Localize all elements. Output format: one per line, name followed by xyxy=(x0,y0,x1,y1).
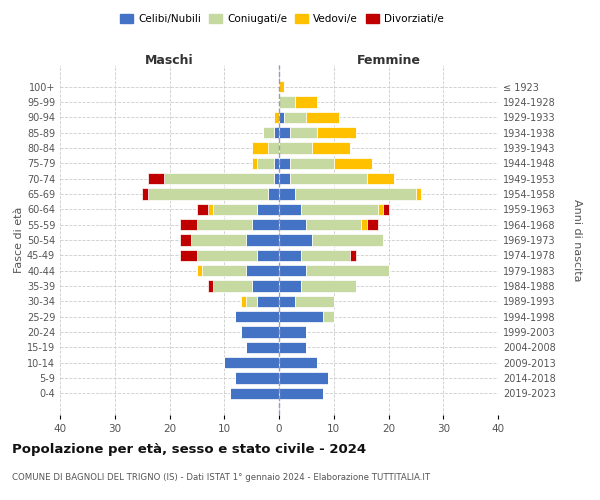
Bar xyxy=(279,357,317,368)
Bar xyxy=(142,188,148,200)
Bar xyxy=(251,142,268,154)
Bar xyxy=(361,219,367,230)
Bar xyxy=(181,250,197,261)
Bar xyxy=(377,204,383,215)
Bar xyxy=(241,296,246,307)
Bar xyxy=(279,219,307,230)
Bar xyxy=(279,234,312,246)
Bar xyxy=(334,158,372,169)
Bar xyxy=(350,250,356,261)
Bar xyxy=(279,296,295,307)
Bar xyxy=(214,280,251,292)
Bar xyxy=(164,173,274,184)
Bar xyxy=(268,188,279,200)
Bar xyxy=(208,280,214,292)
Bar xyxy=(224,357,279,368)
Text: COMUNE DI BAGNOLI DEL TRIGNO (IS) - Dati ISTAT 1° gennaio 2024 - Elaborazione TU: COMUNE DI BAGNOLI DEL TRIGNO (IS) - Dati… xyxy=(12,472,430,482)
Bar xyxy=(301,250,350,261)
Bar xyxy=(230,388,279,399)
Bar xyxy=(279,188,295,200)
Bar xyxy=(301,280,356,292)
Bar xyxy=(246,234,279,246)
Bar xyxy=(301,204,377,215)
Bar xyxy=(284,112,307,123)
Bar xyxy=(148,188,268,200)
Bar xyxy=(279,388,323,399)
Bar xyxy=(279,280,301,292)
Bar xyxy=(279,142,312,154)
Bar xyxy=(251,219,279,230)
Bar xyxy=(383,204,389,215)
Text: Maschi: Maschi xyxy=(145,54,194,66)
Bar xyxy=(290,127,317,138)
Bar xyxy=(246,265,279,276)
Y-axis label: Fasce di età: Fasce di età xyxy=(14,207,24,273)
Bar xyxy=(181,219,197,230)
Y-axis label: Anni di nascita: Anni di nascita xyxy=(572,198,583,281)
Bar xyxy=(274,127,279,138)
Bar xyxy=(197,204,208,215)
Bar xyxy=(367,173,394,184)
Bar xyxy=(317,127,356,138)
Bar xyxy=(279,96,295,108)
Bar xyxy=(148,173,164,184)
Bar xyxy=(246,342,279,353)
Bar xyxy=(312,234,383,246)
Bar xyxy=(208,204,214,215)
Bar xyxy=(279,81,284,92)
Bar xyxy=(246,296,257,307)
Bar xyxy=(367,219,377,230)
Bar xyxy=(263,127,274,138)
Bar xyxy=(279,342,307,353)
Bar xyxy=(279,250,301,261)
Bar xyxy=(307,265,389,276)
Bar xyxy=(197,265,202,276)
Bar xyxy=(274,173,279,184)
Bar xyxy=(290,173,367,184)
Bar xyxy=(181,234,191,246)
Bar xyxy=(279,112,284,123)
Bar xyxy=(235,372,279,384)
Bar xyxy=(274,158,279,169)
Bar xyxy=(257,204,279,215)
Legend: Celibi/Nubili, Coniugati/e, Vedovi/e, Divorziati/e: Celibi/Nubili, Coniugati/e, Vedovi/e, Di… xyxy=(116,10,448,29)
Bar xyxy=(241,326,279,338)
Bar xyxy=(214,204,257,215)
Bar xyxy=(257,158,274,169)
Text: Femmine: Femmine xyxy=(356,54,421,66)
Bar xyxy=(279,326,307,338)
Bar xyxy=(279,204,301,215)
Bar xyxy=(312,142,350,154)
Bar xyxy=(257,250,279,261)
Bar xyxy=(268,142,279,154)
Text: Popolazione per età, sesso e stato civile - 2024: Popolazione per età, sesso e stato civil… xyxy=(12,442,366,456)
Bar xyxy=(307,112,339,123)
Bar xyxy=(279,265,307,276)
Bar xyxy=(295,296,334,307)
Bar xyxy=(235,311,279,322)
Bar xyxy=(290,158,334,169)
Bar xyxy=(307,219,361,230)
Bar xyxy=(279,127,290,138)
Bar xyxy=(197,219,251,230)
Bar xyxy=(295,96,317,108)
Bar xyxy=(251,158,257,169)
Bar xyxy=(279,173,290,184)
Bar xyxy=(191,234,246,246)
Bar xyxy=(279,372,328,384)
Bar xyxy=(257,296,279,307)
Bar xyxy=(279,158,290,169)
Bar xyxy=(279,311,323,322)
Bar xyxy=(274,112,279,123)
Bar xyxy=(295,188,416,200)
Bar xyxy=(416,188,421,200)
Bar xyxy=(202,265,246,276)
Bar xyxy=(251,280,279,292)
Bar xyxy=(197,250,257,261)
Bar xyxy=(323,311,334,322)
